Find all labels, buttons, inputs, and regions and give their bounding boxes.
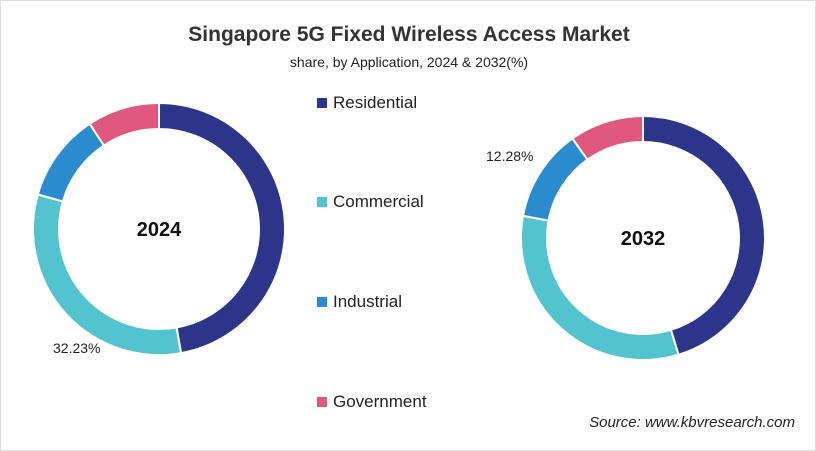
data-label-2024: 32.23%	[53, 340, 100, 356]
legend-swatch	[317, 297, 327, 307]
center-label-2032: 2032	[621, 228, 666, 250]
data-label-2032: 12.28%	[486, 148, 533, 164]
source-note: Source: www.kbvresearch.com	[589, 414, 795, 431]
legend-label: Industrial	[333, 292, 402, 311]
legend-item-industrial: Industrial	[317, 292, 402, 312]
legend-swatch	[317, 397, 327, 407]
legend-swatch	[317, 197, 327, 207]
donut-slice-government-2024	[88, 101, 160, 147]
donut-slice-industrial-2024	[36, 122, 106, 203]
legend-label: Government	[333, 392, 427, 411]
chart-subtitle: share, by Application, 2024 & 2032(%)	[289, 54, 529, 70]
legend-label: Commercial	[333, 192, 424, 211]
legend-item-government: Government	[317, 392, 427, 412]
chart-title: Singapore 5G Fixed Wireless Access Marke…	[188, 23, 630, 46]
legend-label: Residential	[333, 93, 418, 112]
legend-item-residential: Residential	[317, 93, 417, 113]
legend-swatch	[317, 98, 327, 108]
donut-slice-government-2032	[571, 114, 644, 162]
center-label-2024: 2024	[137, 219, 182, 241]
legend-item-commercial: Commercial	[317, 192, 424, 212]
